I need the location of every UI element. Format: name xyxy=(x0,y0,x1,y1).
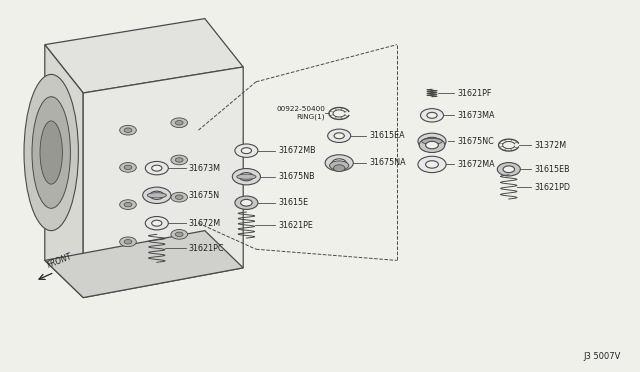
Text: J3 5007V: J3 5007V xyxy=(584,352,621,361)
Circle shape xyxy=(239,173,253,181)
Circle shape xyxy=(120,237,136,247)
Circle shape xyxy=(152,165,162,171)
Polygon shape xyxy=(45,231,243,298)
Text: 31675NC: 31675NC xyxy=(458,137,494,146)
Ellipse shape xyxy=(40,121,63,184)
Ellipse shape xyxy=(237,174,256,179)
Circle shape xyxy=(124,165,132,170)
Circle shape xyxy=(418,156,446,173)
Circle shape xyxy=(171,192,188,202)
Polygon shape xyxy=(45,45,83,298)
Text: 31615EA: 31615EA xyxy=(369,131,405,140)
Text: 31621PD: 31621PD xyxy=(534,183,570,192)
Circle shape xyxy=(328,129,351,142)
Ellipse shape xyxy=(147,193,166,198)
Ellipse shape xyxy=(333,165,345,171)
Circle shape xyxy=(120,200,136,209)
Circle shape xyxy=(420,109,444,122)
Circle shape xyxy=(171,230,188,239)
Circle shape xyxy=(241,148,252,154)
Circle shape xyxy=(171,155,188,165)
Text: 31672M: 31672M xyxy=(189,219,221,228)
Text: 31615EB: 31615EB xyxy=(534,165,570,174)
Circle shape xyxy=(175,158,183,162)
Text: 31621PC: 31621PC xyxy=(189,244,224,253)
Circle shape xyxy=(120,163,136,172)
Circle shape xyxy=(124,240,132,244)
Text: 31621PE: 31621PE xyxy=(278,221,313,230)
Polygon shape xyxy=(45,19,243,93)
Ellipse shape xyxy=(32,97,70,208)
Circle shape xyxy=(124,202,132,207)
Circle shape xyxy=(332,159,346,167)
Circle shape xyxy=(418,133,446,150)
Circle shape xyxy=(426,141,438,149)
Circle shape xyxy=(425,137,439,145)
Text: 31372M: 31372M xyxy=(534,141,566,150)
Text: 31675NA: 31675NA xyxy=(369,158,406,167)
Text: 31673MA: 31673MA xyxy=(458,111,495,120)
Circle shape xyxy=(235,144,258,157)
Circle shape xyxy=(120,125,136,135)
Circle shape xyxy=(171,118,188,128)
Text: 31615E: 31615E xyxy=(278,198,308,207)
Circle shape xyxy=(175,195,183,199)
Circle shape xyxy=(419,138,445,153)
Text: 31675N: 31675N xyxy=(189,191,220,200)
Circle shape xyxy=(150,191,164,199)
Text: FRONT: FRONT xyxy=(46,251,74,270)
Circle shape xyxy=(426,161,438,168)
Circle shape xyxy=(145,217,168,230)
Text: 00922-50400
RING(1): 00922-50400 RING(1) xyxy=(276,106,325,121)
Ellipse shape xyxy=(24,74,79,231)
Circle shape xyxy=(497,163,520,176)
Circle shape xyxy=(145,161,168,175)
Circle shape xyxy=(241,199,252,206)
Circle shape xyxy=(175,232,183,237)
Text: 31621PF: 31621PF xyxy=(458,89,492,97)
Ellipse shape xyxy=(422,138,442,144)
Circle shape xyxy=(124,128,132,132)
Text: 31672MB: 31672MB xyxy=(278,146,316,155)
Circle shape xyxy=(152,220,162,226)
Ellipse shape xyxy=(330,161,349,170)
Circle shape xyxy=(325,155,353,171)
Circle shape xyxy=(143,187,171,203)
Circle shape xyxy=(175,121,183,125)
Polygon shape xyxy=(83,67,243,298)
Circle shape xyxy=(334,133,344,139)
Circle shape xyxy=(235,196,258,209)
Circle shape xyxy=(503,166,515,173)
Circle shape xyxy=(427,112,437,118)
Text: 31673M: 31673M xyxy=(189,164,221,173)
Text: 31675NB: 31675NB xyxy=(278,172,315,181)
Text: 31672MA: 31672MA xyxy=(458,160,495,169)
Circle shape xyxy=(232,169,260,185)
